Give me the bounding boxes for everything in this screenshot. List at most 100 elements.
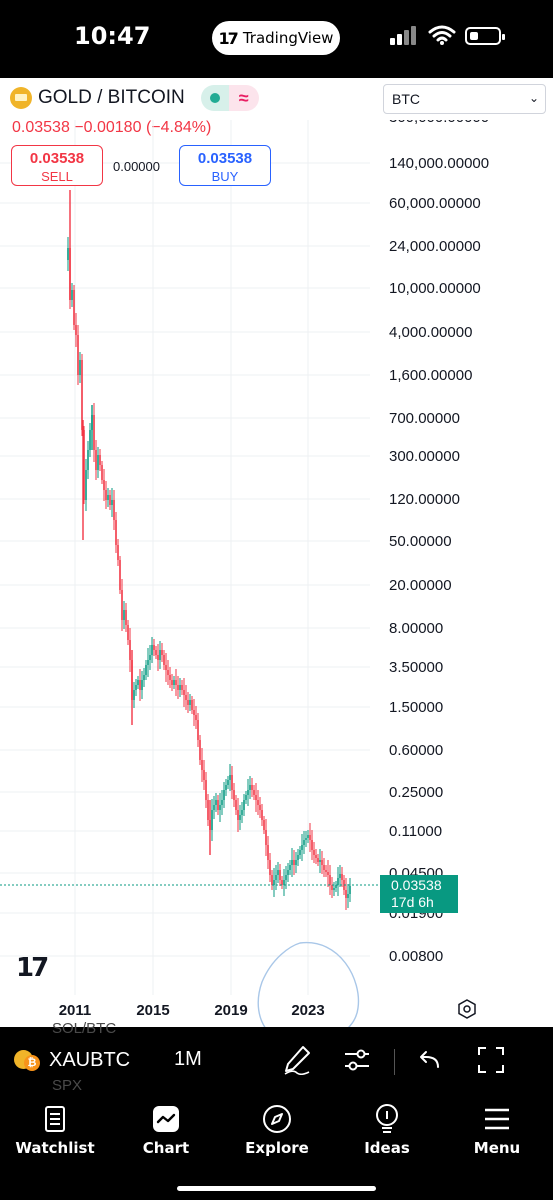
candle-body (141, 680, 143, 690)
buy-button[interactable]: 0.03538 BUY (179, 145, 271, 186)
x-tick-label: 2023 (291, 1002, 324, 1019)
circle-annotation[interactable] (257, 942, 360, 1027)
last-price: 0.03538 (12, 119, 70, 136)
sell-button[interactable]: 0.03538 SELL (11, 145, 103, 186)
nav-menu[interactable]: Menu (452, 1103, 542, 1157)
buy-price: 0.03538 (197, 150, 253, 167)
candle-body (193, 710, 195, 715)
settings-icon[interactable] (457, 999, 477, 1019)
candle-body (179, 685, 181, 690)
candle-body (97, 455, 99, 470)
candle-body (335, 885, 337, 888)
spread-value: 0.00000 (113, 159, 160, 174)
candle-body (197, 720, 199, 740)
candle-body (317, 858, 319, 862)
candle-body (113, 500, 115, 520)
candle-body (297, 855, 299, 860)
candle-body (219, 805, 221, 810)
tradingview-watermark-icon: 17 (16, 953, 49, 983)
nav-watchlist[interactable]: Watchlist (10, 1103, 100, 1157)
xaubtc-icon: ₿ (14, 1047, 40, 1073)
candle-body (145, 665, 147, 675)
ghost-symbol-bottom: SPX (52, 1077, 83, 1094)
fullscreen-icon[interactable] (477, 1045, 505, 1075)
candle-body (261, 810, 263, 820)
currency-value: BTC (392, 91, 420, 107)
candle-body (349, 886, 351, 894)
candle-body (227, 780, 229, 785)
nav-explore[interactable]: Explore (232, 1103, 322, 1157)
symbol-name: GOLD / BITCOIN (38, 87, 185, 108)
x-tick-label: 2015 (136, 1002, 169, 1019)
price-chart[interactable]: 300,000.00000 140,000.00000 60,000.00000 24… (0, 120, 553, 1027)
candle-body (133, 690, 135, 700)
market-open-icon (200, 85, 229, 111)
clock: 10:47 (74, 22, 151, 50)
candle-body (235, 800, 237, 810)
y-tick-label: 4,000.00000 (389, 324, 472, 341)
interval-selector[interactable]: 1M (174, 1048, 202, 1070)
candle-body (75, 325, 77, 335)
candle-body (323, 865, 325, 870)
candle-body (321, 860, 323, 865)
toolbar-divider (394, 1049, 395, 1075)
candle-body (275, 875, 277, 880)
candle-body (231, 775, 233, 790)
undo-icon[interactable] (418, 1045, 442, 1075)
drawing-tool-icon[interactable] (283, 1045, 311, 1075)
candle-body (225, 785, 227, 790)
candle-body (191, 700, 193, 710)
candle-body (299, 850, 301, 855)
app-pill[interactable]: 17 TradingView (212, 21, 340, 55)
currency-select[interactable]: BTC ⌄ (383, 84, 546, 114)
nav-label: Watchlist (15, 1139, 95, 1157)
candle-body (217, 800, 219, 810)
y-tick-label: 50.00000 (389, 533, 452, 550)
candle-body (167, 670, 169, 675)
battery-icon (465, 27, 505, 45)
candle-body (111, 500, 113, 505)
candle-body (331, 885, 333, 890)
candle-body (121, 590, 123, 620)
nav-chart[interactable]: Chart (121, 1103, 211, 1157)
candle-body (117, 545, 119, 560)
y-tick-label: 10,000.00000 (389, 280, 481, 297)
candle-body (147, 660, 149, 665)
x-tick-label: 2011 (59, 1002, 92, 1019)
candle-body (329, 875, 331, 885)
candle-body (123, 610, 125, 620)
candle-body (311, 840, 313, 850)
candle-body (319, 860, 321, 862)
candle-body (67, 248, 69, 260)
candle-body (159, 650, 161, 660)
gold-coin-icon (10, 87, 32, 109)
nav-label: Ideas (364, 1139, 410, 1157)
nav-label: Chart (142, 1139, 190, 1157)
candle-body (255, 795, 257, 800)
candle-body (211, 810, 213, 830)
candle-body (185, 695, 187, 700)
candle-body (169, 675, 171, 680)
symbol-selector[interactable]: ₿ XAUBTC (14, 1047, 130, 1073)
candle-body (95, 450, 97, 470)
candle-body (309, 835, 311, 840)
candle-body (163, 655, 165, 665)
watchlist-icon (45, 1106, 65, 1132)
approximate-icon: ≈ (228, 85, 259, 111)
candle-body (115, 520, 117, 545)
y-tick-label: 0.25000 (389, 784, 443, 801)
candle-body (237, 810, 239, 820)
candle-body (107, 495, 109, 500)
y-tick-label: 300,000.00000 (389, 120, 489, 126)
candle-body (293, 860, 295, 865)
candle-body (345, 890, 347, 898)
y-tick-label: 1.50000 (389, 699, 443, 716)
market-status[interactable]: ≈ (200, 85, 259, 111)
candle-body (87, 450, 89, 470)
home-indicator (177, 1186, 376, 1191)
candle-body (99, 455, 101, 465)
compass-icon (263, 1105, 291, 1133)
indicators-icon[interactable] (343, 1045, 371, 1075)
symbol-header[interactable]: GOLD / BITCOIN ≈ (10, 85, 259, 111)
nav-ideas[interactable]: Ideas (342, 1103, 432, 1157)
